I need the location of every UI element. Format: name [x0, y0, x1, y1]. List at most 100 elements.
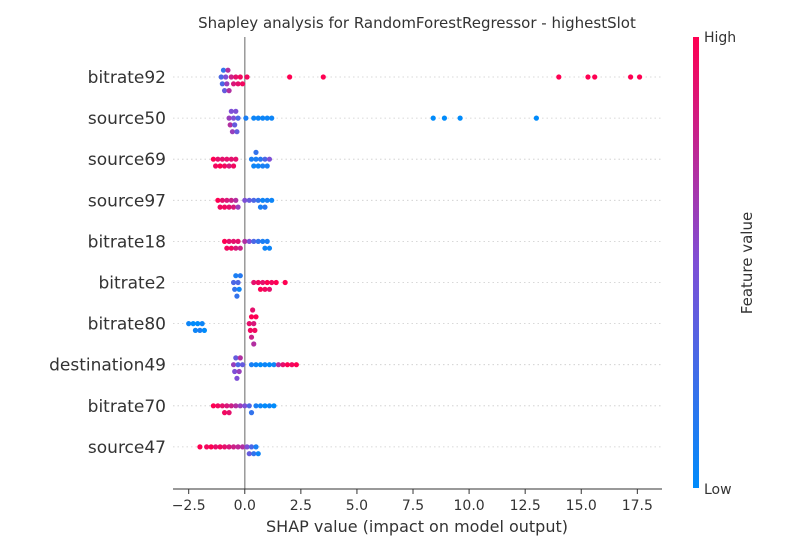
shap-point — [255, 197, 261, 203]
shap-point — [234, 293, 240, 299]
shap-point — [226, 115, 232, 121]
shap-point — [234, 129, 240, 135]
shap-point — [242, 238, 248, 244]
shap-point — [257, 403, 264, 409]
shap-point — [235, 238, 241, 244]
shap-point — [592, 74, 598, 80]
x-tick-label: 17.5 — [622, 498, 653, 514]
shap-point — [224, 156, 230, 162]
shap-point — [260, 279, 266, 286]
shap-point — [232, 286, 238, 292]
shap-point — [217, 204, 223, 210]
shap-point — [219, 81, 225, 87]
shap-point — [284, 362, 290, 368]
shap-point — [235, 204, 241, 210]
shap-point — [269, 115, 275, 121]
shap-point — [230, 204, 237, 210]
x-tick-label: 5.0 — [346, 498, 368, 514]
shap-point — [226, 444, 232, 450]
shap-point — [244, 444, 250, 450]
feature-label: bitrate2 — [98, 274, 166, 294]
shap-point — [251, 115, 257, 121]
shap-point — [253, 403, 259, 409]
shap-point — [233, 273, 239, 279]
shap-point — [441, 115, 448, 121]
shap-point — [244, 74, 250, 80]
shap-point — [255, 451, 261, 457]
shap-point — [248, 362, 255, 368]
shap-point — [228, 245, 234, 251]
shap-point — [220, 67, 227, 73]
shap-point — [260, 238, 266, 244]
shap-point — [226, 410, 232, 416]
shap-point — [257, 362, 264, 368]
x-tick-label: 10.0 — [454, 498, 485, 514]
shap-point — [219, 156, 225, 162]
shap-point — [228, 156, 234, 162]
shap-point — [251, 279, 257, 286]
shap-point — [225, 67, 231, 73]
shap-point — [266, 362, 273, 368]
shap-point — [230, 81, 237, 87]
shap-point — [224, 197, 230, 203]
shap-point — [320, 74, 326, 80]
shap-point — [255, 279, 261, 286]
shap-point — [271, 362, 277, 368]
shap-point — [248, 444, 255, 450]
shap-point — [230, 362, 237, 368]
shap-point — [223, 74, 229, 80]
shap-point — [252, 327, 258, 333]
shap-point — [224, 403, 230, 409]
feature-label: source97 — [88, 191, 166, 211]
shap-point — [253, 444, 259, 450]
shap-point — [273, 279, 279, 286]
shap-point — [260, 197, 266, 203]
shap-point — [215, 403, 221, 409]
shap-point — [221, 88, 228, 94]
shap-point — [264, 197, 270, 203]
shap-point — [239, 362, 246, 368]
shap-point — [260, 163, 266, 169]
shap-point — [228, 108, 234, 114]
shap-point — [260, 115, 266, 121]
shap-point — [230, 115, 237, 121]
shap-point — [228, 403, 234, 409]
shap-point — [264, 238, 270, 244]
shap-point — [257, 204, 264, 210]
shap-point — [287, 74, 293, 80]
shap-point — [226, 238, 232, 244]
shap-point — [255, 163, 261, 169]
feature-label: source50 — [88, 109, 166, 129]
shap-point — [247, 327, 253, 333]
shap-point — [248, 156, 255, 162]
shap-point — [195, 321, 201, 327]
shap-point — [221, 444, 228, 450]
shap-point — [210, 403, 216, 409]
shap-point — [219, 403, 225, 409]
shap-point — [251, 451, 257, 457]
shap-point — [255, 238, 261, 244]
shap-point — [251, 197, 257, 203]
shap-point — [224, 81, 230, 87]
shap-point — [271, 403, 277, 409]
shap-point — [533, 115, 539, 121]
shap-point — [253, 362, 259, 368]
shap-point — [266, 245, 273, 251]
shap-point — [246, 321, 252, 327]
shap-point — [289, 362, 295, 368]
shap-point — [232, 368, 238, 375]
shap-point — [627, 74, 634, 80]
x-axis-label: SHAP value (impact on model output) — [266, 517, 568, 536]
shap-point — [199, 321, 205, 327]
shap-point — [243, 115, 249, 121]
shap-point — [221, 204, 228, 210]
shap-point — [280, 362, 286, 368]
shap-point — [192, 327, 199, 333]
shap-point — [253, 149, 259, 155]
shap-point — [228, 74, 234, 80]
shap-point — [237, 74, 243, 80]
shap-point — [246, 403, 252, 409]
shap-point — [262, 156, 268, 162]
shap-point — [251, 238, 257, 244]
shap-point — [186, 321, 192, 327]
